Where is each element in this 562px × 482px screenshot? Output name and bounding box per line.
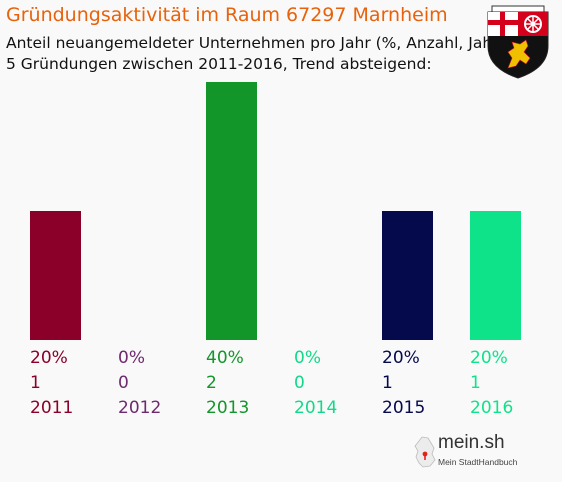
logo-text: mein.sh [438, 432, 505, 453]
chart-subtitle-line-2: 5 Gründungen zwischen 2011-2016, Trend a… [6, 55, 432, 73]
coat-of-arms-icon [478, 2, 558, 80]
chart-title: Gründungsaktivität im Raum 67297 Marnhei… [6, 4, 448, 26]
year-label-2011: 2011 [30, 398, 74, 418]
percent-label-2012: 0% [118, 348, 145, 368]
count-label-2016: 1 [470, 373, 481, 393]
bar-2015 [382, 211, 433, 340]
count-label-2011: 1 [30, 373, 41, 393]
logo-tagline: Mein StadtHandbuch [438, 457, 518, 467]
germany-map-icon [414, 436, 436, 468]
year-label-2016: 2016 [470, 398, 514, 418]
year-label-2012: 2012 [118, 398, 162, 418]
year-label-2014: 2014 [294, 398, 338, 418]
chart-subtitle-line-1: Anteil neuangemeldeter Unternehmen pro J… [6, 34, 505, 52]
count-label-2012: 0 [118, 373, 129, 393]
percent-label-2013: 40% [206, 348, 244, 368]
count-label-2014: 0 [294, 373, 305, 393]
percent-label-2016: 20% [470, 348, 508, 368]
count-label-2015: 1 [382, 373, 393, 393]
bar-2016 [470, 211, 521, 340]
mein-sh-logo: mein.sh Mein StadtHandbuch [412, 432, 522, 472]
count-label-2013: 2 [206, 373, 217, 393]
year-label-2015: 2015 [382, 398, 426, 418]
percent-label-2011: 20% [30, 348, 68, 368]
year-label-2013: 2013 [206, 398, 250, 418]
percent-label-2014: 0% [294, 348, 321, 368]
bar-2013 [206, 82, 257, 340]
bar-2011 [30, 211, 81, 340]
percent-label-2015: 20% [382, 348, 420, 368]
